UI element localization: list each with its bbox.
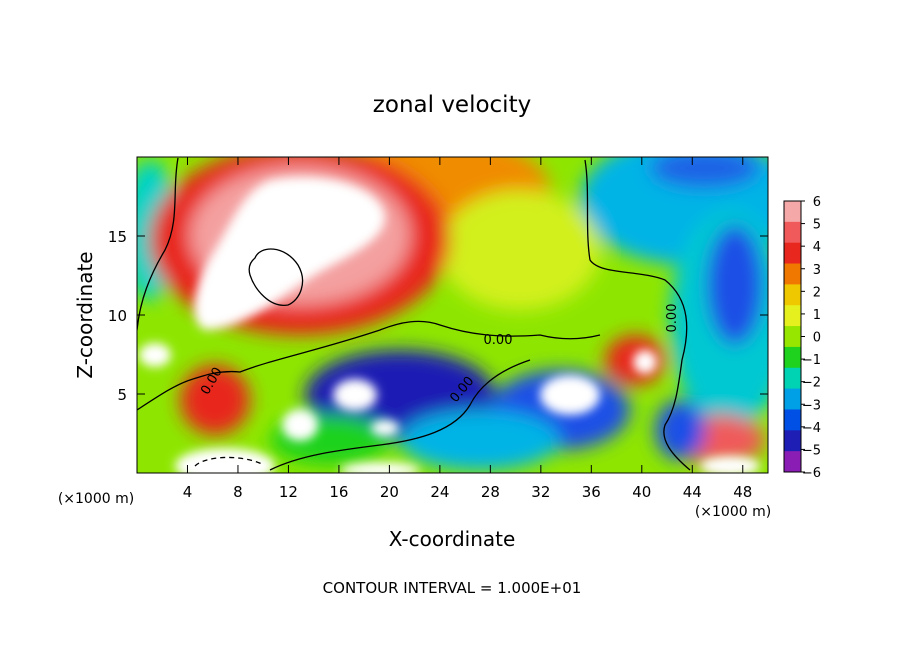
contour-zero-left (137, 157, 179, 331)
x-tick-label-5: 24 (430, 483, 449, 501)
x-tick-label-2: 12 (279, 483, 298, 501)
blob-top-right-blue (650, 157, 760, 188)
colorbar-label-3: 3 (813, 263, 821, 278)
colorbar-swatch-6 (784, 326, 801, 348)
blob-lower-red-left (180, 365, 250, 435)
contour-interval-note: CONTOUR INTERVAL = 1.000E+01 (323, 579, 582, 597)
y-tick-label-2: 15 (108, 228, 127, 246)
colorbar-label-1: 5 (813, 218, 821, 233)
x-tick-label-8: 36 (582, 483, 601, 501)
x-tick-label-9: 40 (632, 483, 651, 501)
white-region-bottom-mid (340, 462, 420, 473)
blob-lower-cyan (400, 410, 560, 470)
colorbar-swatch-4 (784, 284, 801, 306)
contour-label-1: 0.00 (484, 333, 513, 348)
colorbar-swatch-11 (784, 430, 801, 452)
y-tick-label-1: 10 (108, 307, 127, 325)
colorbar-swatch-7 (784, 346, 801, 369)
colorbar-label-10: −4 (802, 421, 821, 436)
white-region-mid-1 (333, 379, 377, 411)
colorbar-swatch-1 (784, 221, 801, 244)
x-tick-label-3: 16 (329, 483, 348, 501)
colorbar-label-5: 1 (813, 308, 821, 323)
colorbar-swatch-2 (784, 242, 801, 265)
contour-zero-right (584, 159, 691, 471)
colorbar-label-4: 2 (813, 285, 821, 300)
y-tick-label-0: 5 (117, 386, 127, 404)
colorbar-swatch-0 (784, 201, 801, 223)
contour-dashed-bottom (194, 456, 263, 467)
white-region-mid-3 (371, 420, 399, 436)
colorbar-swatch-8 (784, 367, 801, 390)
contour-ring-upper (248, 248, 304, 306)
colorbar-label-0: 6 (813, 195, 821, 210)
blob-right-low-blue (655, 400, 705, 460)
contour-label-4: 0.00 (665, 304, 680, 333)
x-tick-label-0: 4 (183, 483, 193, 501)
colorbar-swatch-12 (784, 451, 801, 473)
x-tick-label-4: 20 (380, 483, 399, 501)
colorbar-swatch-9 (784, 388, 801, 410)
contour-zero-band (137, 320, 601, 411)
white-region-mid-2 (282, 409, 318, 441)
colorbar-label-9: −3 (802, 398, 821, 413)
heatmap-field: 0.00 0.00 0.00 0.00 (137, 157, 768, 473)
colorbar-label-12: −6 (802, 466, 821, 481)
x-tick-label-7: 32 (531, 483, 550, 501)
x-tick-label-1: 8 (233, 483, 243, 501)
white-region-bottom-left (175, 448, 275, 473)
white-region-upper (194, 176, 386, 330)
x-axis-label: X-coordinate (389, 527, 516, 551)
colorbar-label-8: −2 (802, 376, 821, 391)
white-region-right-small (633, 350, 657, 374)
colorbar-swatch-5 (784, 305, 801, 327)
colorbar-label-7: −1 (802, 353, 821, 368)
contour-lines (137, 157, 691, 471)
y-unit-label: (×1000 m) (58, 491, 134, 507)
x-tick-label-6: 28 (481, 483, 500, 501)
colorbar: 6 5 4 3 2 1 0 −1 −2 −3 −4 −5 −6 (783, 195, 821, 481)
colorbar-label-11: −5 (802, 443, 821, 458)
white-region-right-bottom (700, 456, 760, 473)
x-tick-label-11: 48 (733, 483, 752, 501)
colorbar-swatch-3 (784, 263, 801, 285)
heatmap-white-regions (139, 176, 760, 473)
x-unit-label: (×1000 m) (695, 504, 771, 520)
y-axis-label: Z-coordinate (73, 251, 97, 378)
white-region-right (540, 375, 600, 415)
white-region-left (139, 343, 171, 367)
colorbar-label-6: 0 (813, 331, 821, 346)
x-ticks: 4 8 12 16 20 24 28 32 36 40 44 48 (183, 157, 752, 501)
blob-yellow-center (440, 190, 600, 310)
colorbar-swatch-10 (784, 409, 801, 431)
x-tick-label-10: 44 (683, 483, 702, 501)
y-ticks: 5 10 15 (108, 228, 768, 404)
blob-right-blue (707, 225, 763, 345)
chart-title: zonal velocity (373, 92, 531, 118)
contour-zero-lower (269, 359, 531, 471)
colorbar-label-2: 4 (813, 240, 821, 255)
